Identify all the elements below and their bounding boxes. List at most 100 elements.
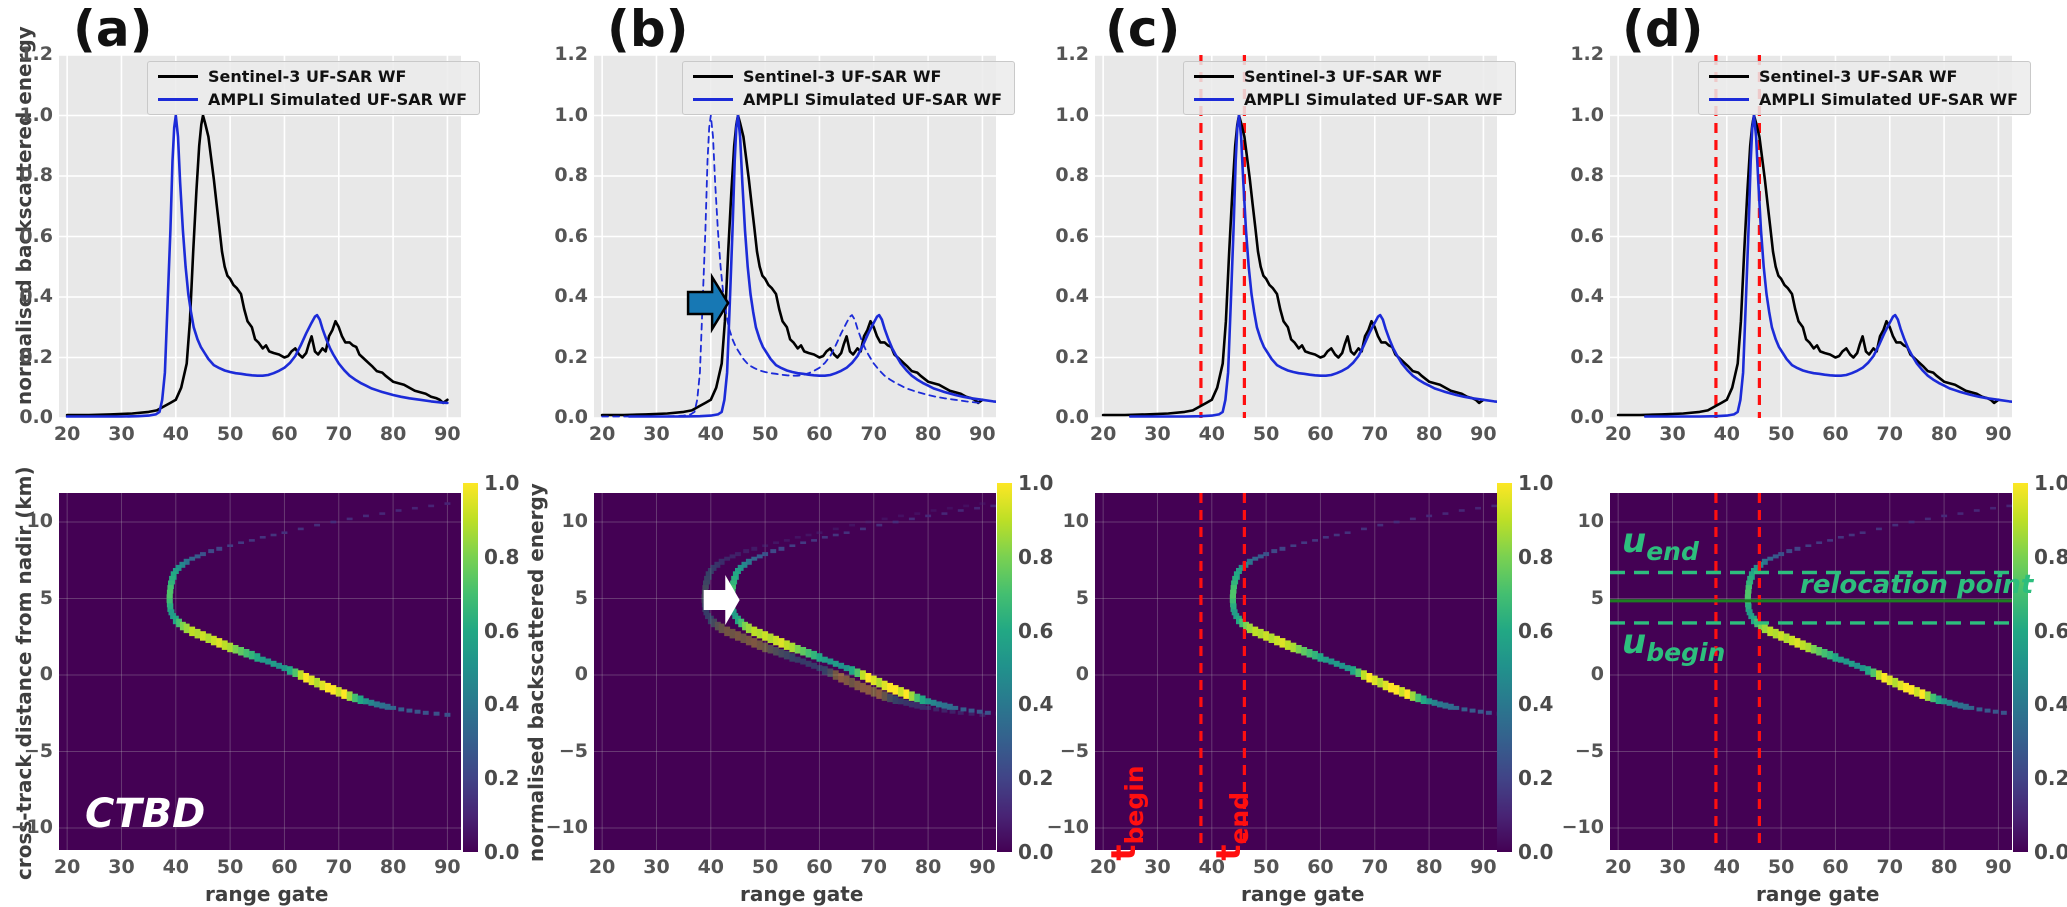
- colorbar-tick-label: 0.6: [1518, 618, 1554, 643]
- colorbar-b: [997, 483, 1012, 852]
- x-axis-title-a: range gate: [205, 882, 329, 906]
- top-xtick-label: 40: [697, 423, 725, 445]
- waveform-plot-c: [1095, 55, 1497, 418]
- top-xtick-label: 30: [108, 423, 135, 445]
- top-xtick-label: 90: [434, 423, 461, 445]
- ampli-curve: [1128, 114, 1497, 418]
- sentinel-curve: [65, 114, 449, 417]
- colorbar-tick-label: 0.4: [2034, 692, 2067, 717]
- panel-letter-c: (c): [1105, 0, 1181, 58]
- colorbar-tick-label: 1.0: [1518, 471, 1554, 495]
- ampli-curve: [65, 114, 449, 418]
- top-xtick-label: 20: [588, 423, 616, 445]
- sentinel-curve: [1101, 114, 1485, 417]
- top-xtick-label: 30: [643, 423, 670, 445]
- ampli-dashed-curve: [601, 114, 984, 418]
- top-xtick-label: 80: [1415, 423, 1443, 445]
- bottom-xtick-label: 90: [969, 856, 996, 878]
- bottom-xtick-label: 50: [1767, 856, 1795, 878]
- bottom-xtick-label: 60: [806, 856, 833, 878]
- sentinel-curve: [1616, 114, 2000, 417]
- bottom-xtick-label: 30: [1144, 856, 1171, 878]
- bottom-ytick-label: −5: [1574, 739, 1604, 762]
- top-xtick-label: 70: [325, 423, 352, 445]
- top-xtick-label: 40: [1713, 423, 1741, 445]
- ctbd-label: CTBD: [85, 791, 206, 837]
- u-end-base: u: [1622, 521, 1647, 561]
- legend-item-sentinel: Sentinel-3 UF-SAR WF: [158, 67, 467, 86]
- top-ytick-label: 0.2: [1055, 345, 1089, 368]
- top-ytick-label: 1.0: [1055, 103, 1089, 126]
- colorbar-c: [1497, 483, 1512, 852]
- bottom-xtick-label: 50: [1252, 856, 1280, 878]
- colorbar-tick-label: 0.6: [1018, 618, 1054, 643]
- u-begin-label: ubegin: [1622, 622, 1725, 667]
- colorbar-tick-label: 0.8: [1018, 544, 1054, 569]
- legend-b: Sentinel-3 UF-SAR WF AMPLI Simulated UF-…: [682, 61, 1016, 115]
- colorbar-tick-label: 0.8: [2034, 544, 2067, 569]
- bottom-ytick-label: 0: [574, 663, 588, 685]
- bottom-ytick-label: −10: [545, 816, 588, 838]
- bottom-ytick-label: 0: [39, 663, 53, 685]
- top-xtick-label: 90: [969, 423, 996, 445]
- ampli-line-sample: [693, 98, 733, 101]
- top-ytick-label: 1.2: [19, 43, 53, 65]
- legend-item-ampli: AMPLI Simulated UF-SAR WF: [1194, 90, 1503, 109]
- top-xtick-label: 70: [1361, 423, 1388, 445]
- top-xtick-label: 30: [1144, 423, 1171, 445]
- top-ytick-label: 0.0: [1055, 406, 1089, 428]
- ampli-curve: [1643, 114, 2012, 418]
- waveform-plot-a: [59, 55, 461, 418]
- bottom-xtick-label: 70: [860, 856, 887, 878]
- bottom-xtick-label: 70: [325, 856, 352, 878]
- bottom-xtick-label: 80: [1415, 856, 1443, 878]
- top-ytick-label: 1.2: [1055, 43, 1089, 65]
- ampli-line-sample: [1194, 98, 1234, 101]
- top-ytick-label: 0.4: [19, 285, 53, 307]
- colorbar-tick-label: 0.0: [484, 840, 520, 864]
- bottom-xtick-label: 20: [1604, 856, 1632, 878]
- panel-letter-b: (b): [607, 0, 689, 58]
- legend-label: AMPLI Simulated UF-SAR WF: [1759, 90, 2019, 109]
- top-ytick-label: 1.0: [19, 103, 53, 126]
- bottom-xtick-label: 20: [588, 856, 616, 878]
- bottom-xtick-label: 60: [1822, 856, 1849, 878]
- colorbar-tick-label: 0.0: [1518, 840, 1554, 864]
- top-xtick-label: 80: [379, 423, 407, 445]
- bottom-xtick-label: 40: [1713, 856, 1741, 878]
- top-ytick-label: 0.2: [554, 345, 588, 368]
- bottom-xtick-label: 50: [216, 856, 244, 878]
- t-end-sub: end: [1225, 791, 1254, 845]
- u-begin-base: u: [1622, 622, 1647, 662]
- bottom-ytick-label: −5: [23, 739, 53, 762]
- bottom-xtick-label: 90: [1470, 856, 1497, 878]
- colorbar-d: [2013, 483, 2028, 852]
- bottom-xtick-label: 50: [751, 856, 779, 878]
- top-xtick-label: 50: [751, 423, 779, 445]
- top-ytick-label: 0.8: [554, 164, 588, 186]
- top-ytick-label: 0.6: [1570, 224, 1604, 247]
- top-xtick-label: 90: [1985, 423, 2012, 445]
- colorbar-tick-label: 0.4: [484, 692, 520, 717]
- top-xtick-label: 50: [1252, 423, 1280, 445]
- ampli-line-sample: [1709, 98, 1749, 101]
- legend-label: AMPLI Simulated UF-SAR WF: [743, 90, 1003, 109]
- bottom-xtick-label: 60: [1307, 856, 1334, 878]
- top-ytick-label: 0.4: [1570, 285, 1604, 307]
- relocation-point-label: relocation point: [1800, 570, 2034, 600]
- legend-item-ampli: AMPLI Simulated UF-SAR WF: [693, 90, 1002, 109]
- x-axis-title-c: range gate: [1241, 882, 1365, 906]
- ctbd-heatmap-b: [594, 493, 996, 850]
- t-end-base: t: [1209, 844, 1250, 861]
- t-begin-label: tbegin: [1104, 765, 1149, 860]
- bottom-ytick-label: −5: [558, 739, 588, 762]
- bottom-xtick-label: 70: [1876, 856, 1903, 878]
- colorbar-tick-label: 0.6: [2034, 618, 2067, 643]
- legend-c: Sentinel-3 UF-SAR WF AMPLI Simulated UF-…: [1183, 61, 1517, 115]
- top-xtick-label: 70: [860, 423, 887, 445]
- top-xtick-label: 50: [1767, 423, 1795, 445]
- t-begin-sub: begin: [1120, 765, 1149, 845]
- top-ytick-label: 0.4: [554, 285, 588, 307]
- bottom-xtick-label: 30: [643, 856, 670, 878]
- top-ytick-label: 0.0: [1570, 406, 1604, 428]
